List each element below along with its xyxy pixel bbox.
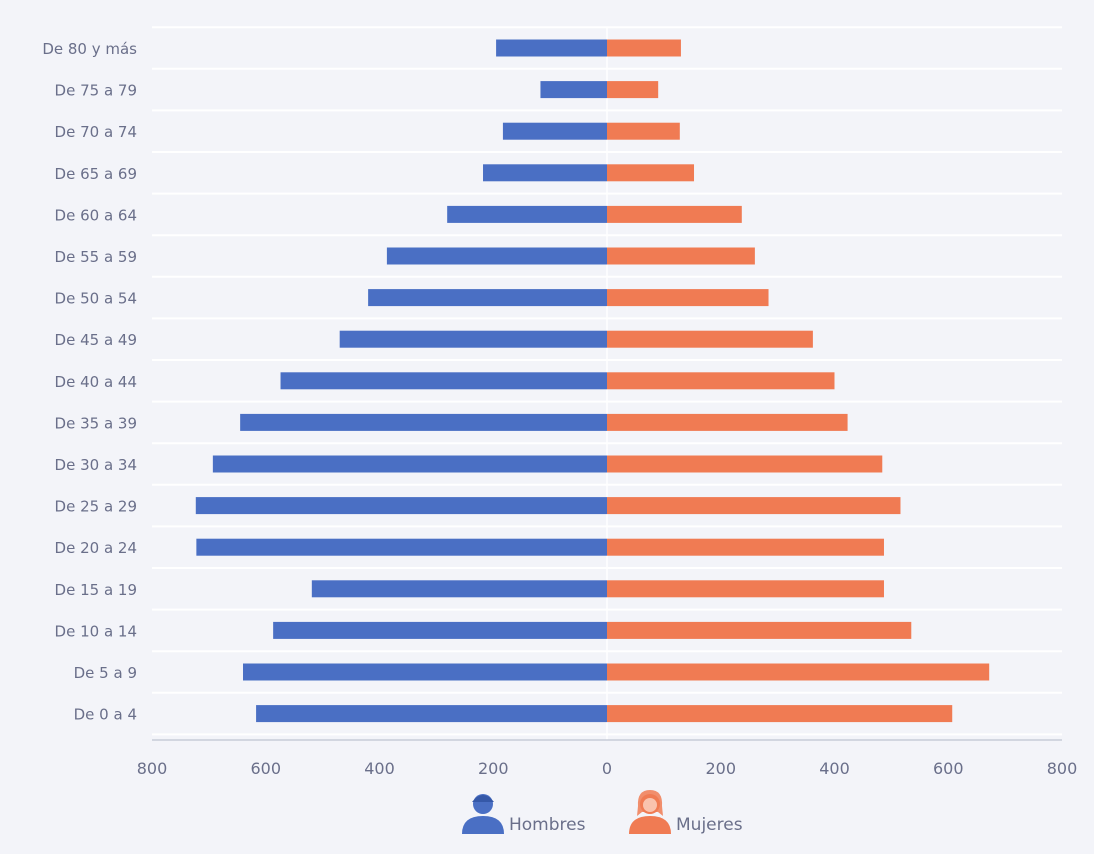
bar-hombres	[256, 705, 607, 723]
bar-hombres	[447, 205, 607, 223]
category-label: De 65 a 69	[55, 165, 137, 183]
bar-hombres	[273, 621, 607, 639]
bar-hombres	[311, 580, 607, 598]
bar-mujeres	[607, 164, 695, 182]
category-label: De 10 a 14	[55, 622, 137, 640]
category-label: De 70 a 74	[55, 123, 137, 141]
legend-label: Hombres	[509, 815, 586, 835]
bar-hombres	[496, 39, 607, 57]
bars-group	[195, 39, 990, 723]
legend-label: Mujeres	[676, 815, 743, 835]
category-label: De 40 a 44	[55, 373, 137, 391]
category-label: De 30 a 34	[55, 456, 137, 474]
category-label: De 35 a 39	[55, 414, 137, 432]
bar-mujeres	[607, 538, 884, 556]
category-label: De 50 a 54	[55, 290, 137, 308]
x-tick-label: 800	[137, 759, 168, 778]
x-tick-label: 0	[602, 759, 612, 778]
bar-mujeres	[607, 497, 901, 515]
bar-mujeres	[607, 372, 835, 390]
gridlines	[152, 26, 1062, 740]
x-tick-label: 400	[364, 759, 395, 778]
x-tick-label: 400	[819, 759, 850, 778]
category-label: De 60 a 64	[55, 206, 137, 224]
bar-hombres	[368, 289, 607, 307]
bar-hombres	[502, 122, 607, 140]
bar-mujeres	[607, 81, 659, 99]
x-tick-label: 600	[933, 759, 964, 778]
x-tick-labels: 800 600 400 200 0 200 400 600 800	[137, 759, 1078, 778]
category-label: De 55 a 59	[55, 248, 137, 266]
category-label: De 15 a 19	[55, 581, 137, 599]
bar-mujeres	[607, 580, 884, 598]
bar-hombres	[483, 164, 607, 182]
bar-mujeres	[607, 39, 681, 57]
male-user-icon	[462, 794, 504, 834]
bar-mujeres	[607, 413, 848, 431]
bar-hombres	[196, 538, 608, 556]
category-label: De 25 a 29	[55, 498, 137, 516]
bar-mujeres	[607, 122, 680, 140]
x-tick-label: 600	[250, 759, 281, 778]
bar-hombres	[280, 372, 607, 390]
category-label: De 20 a 24	[55, 539, 137, 557]
category-label: De 5 a 9	[74, 664, 137, 682]
bar-hombres	[195, 497, 607, 515]
bar-hombres	[386, 247, 607, 265]
bar-mujeres	[607, 663, 990, 681]
bar-mujeres	[607, 289, 769, 307]
bar-mujeres	[607, 621, 912, 639]
bar-mujeres	[607, 705, 953, 723]
bar-mujeres	[607, 330, 813, 348]
x-tick-label: 200	[478, 759, 509, 778]
category-label: De 0 a 4	[74, 706, 137, 724]
bar-hombres	[339, 330, 607, 348]
bar-hombres	[243, 663, 607, 681]
category-label: De 45 a 49	[55, 331, 137, 349]
female-user-icon	[629, 790, 671, 834]
bar-hombres	[240, 413, 607, 431]
category-label: De 75 a 79	[55, 82, 137, 100]
bar-mujeres	[607, 247, 755, 265]
category-labels: De 80 y más De 75 a 79 De 70 a 74 De 65 a 6…	[42, 40, 137, 724]
category-label: De 80 y más	[42, 40, 137, 58]
x-tick-label: 200	[705, 759, 736, 778]
bar-hombres	[540, 81, 607, 99]
bar-mujeres	[607, 455, 883, 473]
bar-mujeres	[607, 205, 742, 223]
legend: Hombres Mujeres	[462, 790, 743, 835]
x-tick-label: 800	[1047, 759, 1078, 778]
bar-hombres	[212, 455, 607, 473]
